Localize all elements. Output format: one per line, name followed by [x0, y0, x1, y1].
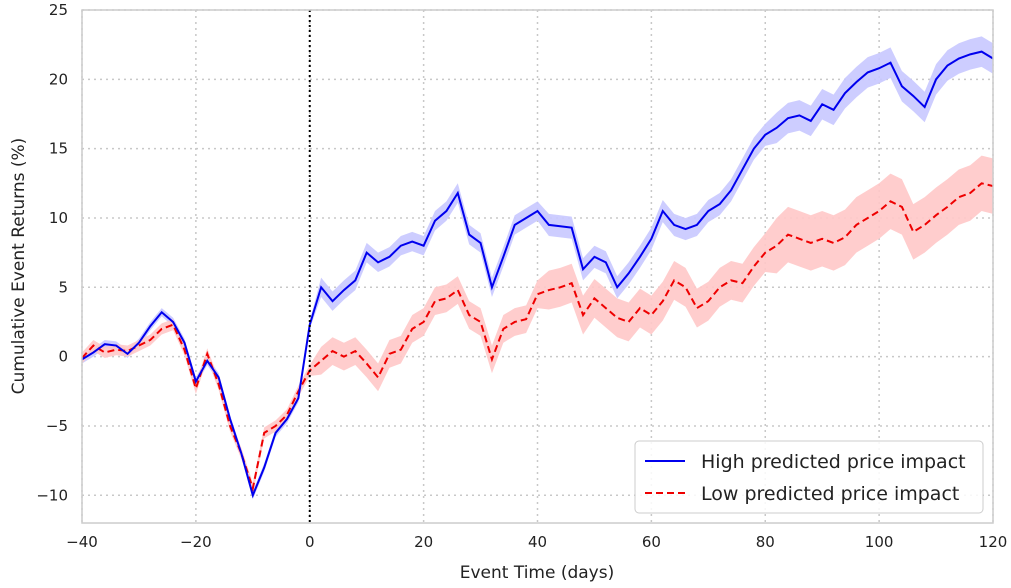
legend-label: High predicted price impact	[701, 451, 966, 473]
x-tick-label: 0	[305, 533, 315, 551]
legend-box	[634, 440, 984, 514]
y-tick-label: 0	[58, 348, 68, 366]
x-tick-label: 40	[528, 533, 547, 551]
plot-border	[81, 9, 994, 524]
y-tick-label: −10	[36, 486, 68, 504]
x-axis-title: Event Time (days)	[460, 563, 615, 583]
x-tick-label: 80	[756, 533, 775, 551]
y-axis-title: Cumulative Event Returns (%)	[9, 138, 29, 395]
x-tick-label: −20	[180, 533, 212, 551]
y-tick-label: 15	[49, 140, 68, 158]
y-tick-label: −5	[46, 417, 68, 435]
y-tick-label: 20	[49, 70, 68, 88]
y-tick-label: 5	[58, 278, 68, 296]
y-tick-label: 25	[49, 1, 68, 19]
confidence-band	[82, 36, 993, 500]
x-tick-label: 60	[642, 533, 661, 551]
x-tick-label: 120	[979, 533, 1008, 551]
x-tick-label: −40	[66, 533, 98, 551]
legend-label: Low predicted price impact	[701, 483, 959, 505]
series-line	[81, 182, 994, 493]
x-tick-label: 20	[414, 533, 433, 551]
x-tick-label: 100	[865, 533, 894, 551]
series-line	[81, 50, 994, 499]
confidence-band	[82, 155, 993, 494]
y-tick-label: 10	[49, 209, 68, 227]
